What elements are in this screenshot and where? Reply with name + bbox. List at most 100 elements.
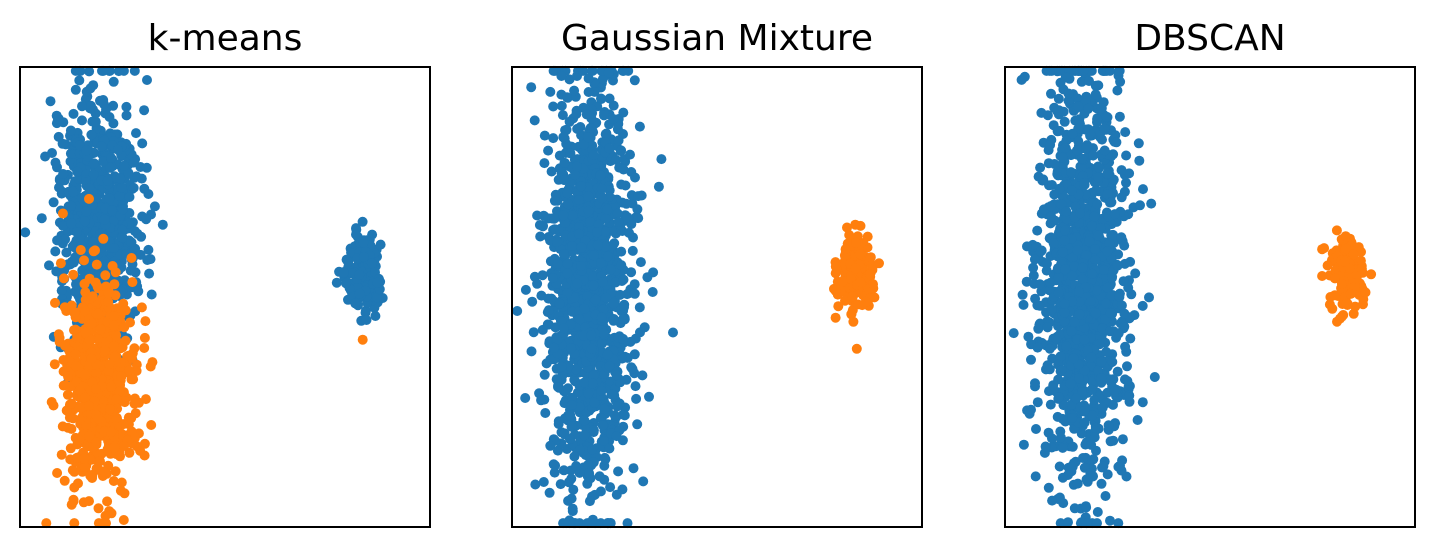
scatter-point <box>1134 155 1145 166</box>
scatter-point <box>1102 469 1113 480</box>
scatter-point <box>668 327 678 338</box>
scatter-point <box>608 298 619 309</box>
scatter-point <box>647 287 658 297</box>
scatter-point <box>558 132 569 143</box>
scatter-point <box>573 228 584 239</box>
scatter-point <box>129 65 140 76</box>
scatter-point <box>851 237 861 248</box>
scatter-point <box>1121 150 1132 161</box>
scatter-point <box>79 462 90 473</box>
scatter-point <box>1053 392 1064 403</box>
scatter-point <box>57 421 68 432</box>
scatter-point <box>1057 472 1068 483</box>
scatter-point <box>343 257 354 267</box>
scatter-point <box>87 291 98 302</box>
scatter-point <box>1114 65 1124 76</box>
scatter-point <box>1144 292 1154 303</box>
scatter-point <box>572 278 583 289</box>
scatter-point <box>558 518 569 529</box>
scatter-point <box>46 397 57 407</box>
scatter-point <box>117 224 128 235</box>
scatter-point <box>1121 177 1131 188</box>
scatter-point <box>341 278 352 289</box>
scatter-point <box>71 280 82 291</box>
scatter-point <box>1053 374 1064 385</box>
scatter-point <box>1056 365 1067 376</box>
scatter-point <box>1092 518 1102 529</box>
scatter-point <box>1054 65 1065 76</box>
scatter-point <box>1104 374 1115 385</box>
scatter-point <box>57 208 68 219</box>
scatter-point <box>61 405 72 416</box>
scatter-point <box>1103 420 1114 431</box>
scatter-point <box>616 260 627 271</box>
scatter-point <box>1112 366 1123 377</box>
scatter-point <box>574 402 585 412</box>
scatter-point <box>1028 270 1039 281</box>
scatter-point <box>582 518 593 529</box>
scatter-point <box>1329 290 1340 301</box>
scatter-point <box>1353 242 1364 253</box>
scatter-point <box>84 496 94 507</box>
scatter-point <box>587 378 598 389</box>
scatter-point <box>1122 376 1133 386</box>
scatter-point <box>157 219 168 230</box>
scatter-point <box>621 198 632 209</box>
scatter-point <box>1086 384 1097 395</box>
scatter-point <box>84 183 95 194</box>
scatter-point <box>130 267 141 278</box>
scatter-point <box>123 168 134 179</box>
scatter-point <box>107 205 118 216</box>
scatter-point <box>60 234 71 245</box>
scatter-point <box>1077 262 1088 273</box>
scatter-point <box>1074 296 1085 307</box>
scatter-point <box>850 219 861 230</box>
scatter-point <box>1035 162 1046 173</box>
scatter-point <box>129 433 140 444</box>
scatter-point <box>833 301 844 312</box>
scatter-point <box>635 327 645 338</box>
scatter-point <box>1073 101 1084 112</box>
scatter-point <box>109 243 120 253</box>
scatter-point <box>596 183 607 194</box>
scatter-point <box>583 73 594 84</box>
scatter-point <box>139 332 150 343</box>
scatter-point <box>569 85 580 96</box>
scatter-point <box>607 225 618 236</box>
scatter-point <box>1091 285 1102 296</box>
scatter-point <box>625 149 635 160</box>
scatter-point <box>1108 174 1119 185</box>
scatter-point <box>1090 244 1100 254</box>
scatter-point <box>862 231 873 242</box>
scatter-point <box>80 327 91 338</box>
scatter-point <box>100 510 111 521</box>
scatter-point <box>611 154 622 165</box>
scatter-point <box>596 94 607 104</box>
scatter-point <box>626 267 637 278</box>
scatter-point <box>552 335 563 346</box>
scatter-point <box>1106 273 1117 283</box>
scatter-point <box>106 427 117 438</box>
scatter-point <box>594 471 605 482</box>
scatter-point <box>627 245 638 256</box>
scatter-point <box>1026 404 1036 415</box>
scatter-point <box>1048 238 1059 249</box>
scatter-point <box>60 139 71 150</box>
scatter-point <box>609 410 620 421</box>
scatter-point <box>124 447 135 458</box>
scatter-point <box>656 154 667 165</box>
scatter-point <box>586 343 597 354</box>
scatter-point <box>69 466 80 477</box>
scatter-point <box>85 83 96 94</box>
scatter-point <box>1097 323 1108 334</box>
scatter-point <box>605 482 616 493</box>
scatter-point <box>93 518 104 529</box>
scatter-point <box>1057 442 1068 453</box>
scatter-point <box>58 273 69 284</box>
scatter-point <box>1067 252 1078 263</box>
scatter-point <box>1105 436 1116 447</box>
scatter-point <box>1137 300 1148 311</box>
scatter-point <box>573 195 584 205</box>
scatter-point <box>1106 290 1117 301</box>
